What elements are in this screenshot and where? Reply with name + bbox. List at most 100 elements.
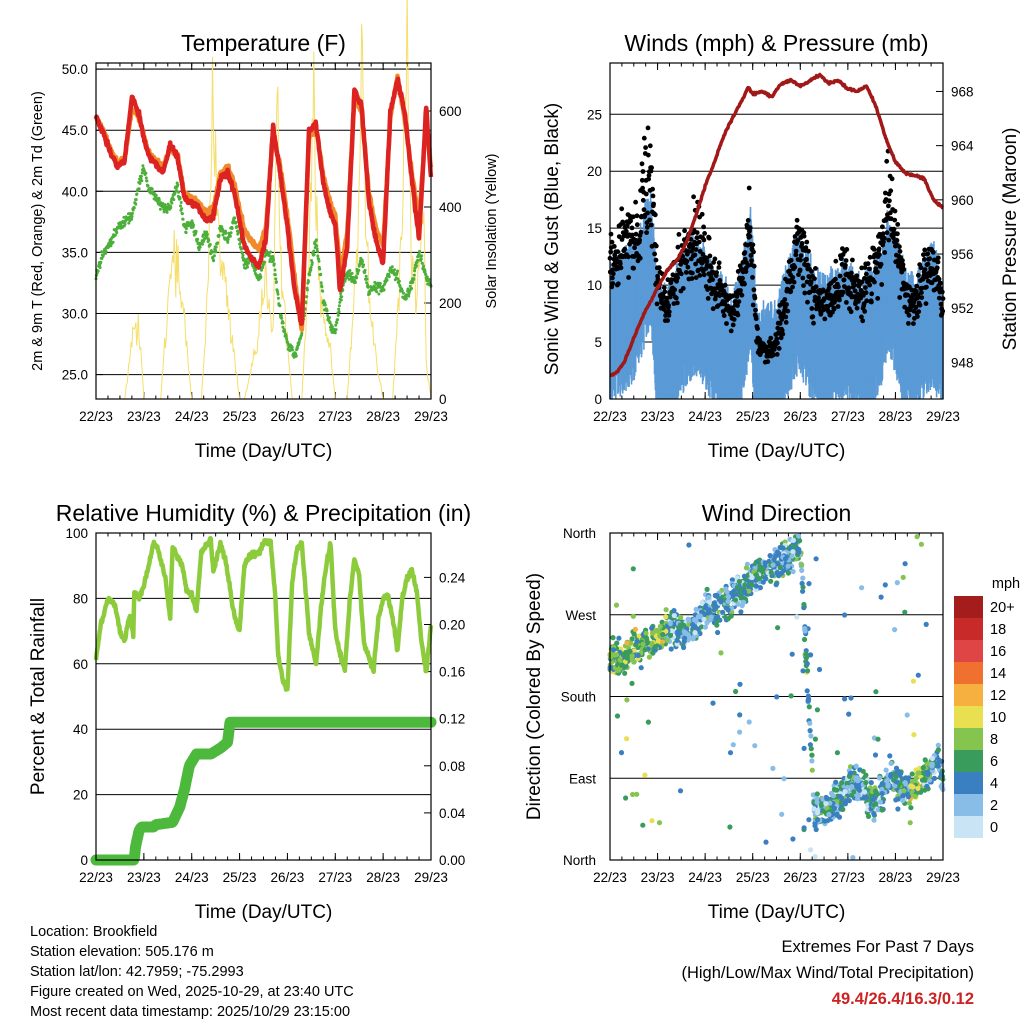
dewpoint-point — [368, 292, 372, 296]
direction-point — [808, 746, 814, 752]
total-rainfall-line — [90, 716, 437, 866]
dewpoint-point — [228, 234, 232, 238]
gust-point — [804, 239, 810, 245]
gust-point — [610, 271, 616, 277]
gust-point — [608, 231, 614, 237]
gust-point — [871, 247, 877, 252]
dewpoint-point — [337, 304, 341, 308]
gust-point — [869, 299, 874, 305]
gust-point — [852, 282, 858, 288]
gust-point — [731, 317, 737, 322]
gust-point — [776, 346, 782, 351]
dewpoint-point — [226, 238, 230, 242]
direction-point — [863, 772, 869, 778]
gust-point — [882, 250, 888, 255]
direction-point — [929, 755, 936, 762]
direction-point — [729, 609, 735, 615]
gust-point — [674, 300, 680, 306]
temperature-xtick-label: 28/23 — [366, 409, 400, 424]
direction-point — [834, 799, 840, 805]
extremes-title: Extremes For Past 7 Days — [781, 938, 974, 956]
direction-point — [910, 678, 917, 684]
dewpoint-point — [269, 250, 273, 254]
direction-point — [790, 549, 796, 555]
dewpoint-point — [172, 198, 176, 202]
direction-point — [803, 651, 809, 657]
gust-point — [774, 336, 780, 342]
direction-point — [732, 597, 739, 603]
direction-point — [812, 854, 818, 860]
direction-point — [910, 784, 916, 790]
dewpoint-point — [355, 276, 359, 280]
dewpoint-point — [305, 288, 309, 292]
direction-point — [790, 537, 797, 543]
gust-point — [863, 290, 869, 296]
direction-point — [844, 784, 851, 791]
gust-point — [777, 321, 783, 326]
gust-point — [696, 239, 702, 245]
gust-point — [854, 273, 860, 279]
gust-point — [802, 290, 808, 296]
direction-point — [794, 614, 800, 620]
gust-point — [886, 237, 892, 243]
gust-point — [687, 241, 693, 247]
temperature-xtick-label: 23/23 — [127, 409, 161, 424]
gust-point — [816, 295, 821, 301]
direction-point — [749, 582, 755, 588]
winds-xtick-label: 27/23 — [831, 409, 865, 424]
gust-point — [678, 271, 684, 277]
gust-point — [795, 238, 801, 243]
gust-point — [811, 288, 817, 294]
direction-point — [790, 568, 796, 575]
direction-point — [677, 788, 684, 794]
dewpoint-point — [295, 346, 299, 350]
dewpoint-point — [169, 206, 173, 210]
dewpoint-point — [333, 331, 337, 335]
direction-point — [752, 743, 758, 749]
direction-point — [868, 780, 874, 786]
gust-point — [911, 321, 916, 326]
direction-point — [669, 628, 675, 634]
dewpoint-point — [304, 301, 308, 305]
gust-point — [705, 296, 711, 301]
direction-point — [814, 817, 821, 823]
gust-point — [615, 249, 621, 255]
gust-point — [783, 314, 789, 320]
gust-point — [837, 273, 843, 279]
gust-point — [867, 282, 873, 288]
winds-y2tick-label: 952 — [951, 301, 974, 316]
gust-point — [646, 176, 651, 182]
humidity-y2tick-label: 0.24 — [439, 570, 466, 585]
dewpoint-point — [214, 250, 218, 254]
direction-point — [624, 640, 630, 646]
gust-point — [867, 266, 872, 272]
temperature-y2label: Solar Insolation (Yellow) — [484, 153, 500, 308]
gust-point — [609, 275, 615, 281]
direction-point — [734, 584, 741, 590]
dewpoint-point — [181, 217, 185, 221]
humidity-y2tick-label: 0.08 — [439, 759, 465, 774]
direction-point — [729, 577, 736, 583]
dewpoint-point — [158, 207, 162, 211]
direction-point — [809, 752, 815, 758]
station-location: Location: Brookfield — [30, 924, 158, 940]
gust-point — [730, 322, 736, 328]
direction-point — [905, 794, 912, 800]
direction-point — [642, 772, 648, 778]
gust-point — [862, 309, 868, 314]
dewpoint-point — [235, 225, 239, 229]
direction-point — [800, 668, 806, 674]
dewpoint-point — [310, 261, 314, 265]
winds-ytick-label: 25 — [587, 107, 602, 122]
direction-xtick-label: 29/23 — [926, 870, 960, 885]
direction-point — [785, 570, 792, 576]
direction-point — [685, 632, 691, 638]
humidity-y2tick-label: 0.00 — [439, 853, 465, 868]
direction-point — [909, 771, 915, 777]
direction-title: Wind Direction — [702, 500, 852, 526]
gust-point — [750, 302, 756, 308]
gust-point — [775, 325, 781, 331]
gust-point — [860, 318, 866, 324]
humidity-y2tick-label: 0.20 — [439, 617, 465, 632]
gust-point — [768, 335, 774, 341]
